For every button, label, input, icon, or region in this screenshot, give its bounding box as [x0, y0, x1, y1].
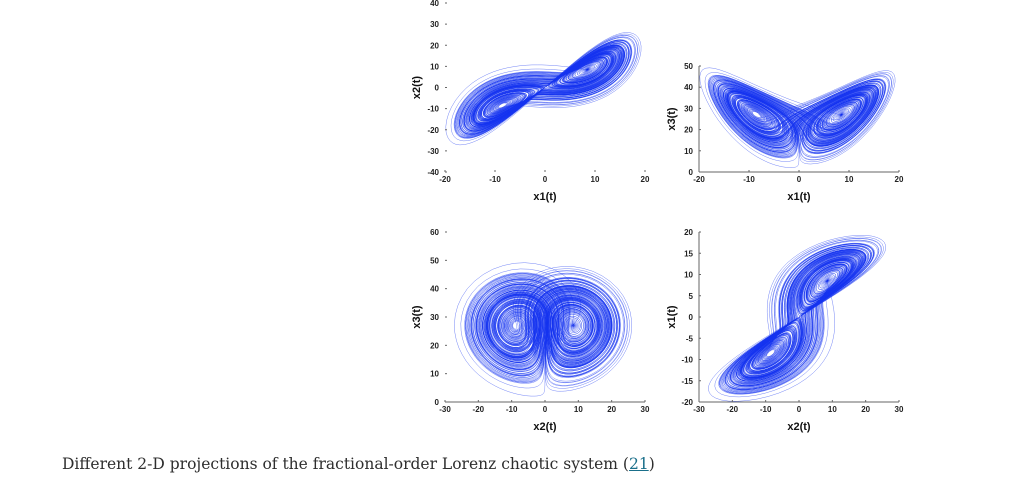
trajectory-line: [445, 32, 642, 146]
projection-panel-2: -20 -10 0 10 20 0 10 20 30 40 50 x1(t) x3(t): [666, 62, 904, 203]
x-tick-label: 10: [574, 405, 583, 414]
y-tick-label: 0: [689, 168, 694, 177]
y-tick-label: 40: [684, 83, 693, 92]
y-tick-label: -10: [427, 105, 439, 114]
y-tick-label: 15: [684, 249, 693, 258]
y-tick-label: -15: [681, 377, 693, 386]
x-tick-label: -10: [760, 405, 772, 414]
y-tick-label: 10: [430, 370, 439, 379]
figure-caption: Different 2-D projections of the fractio…: [62, 455, 655, 473]
x-tick-label: -20: [693, 175, 705, 184]
y-tick-label: 0: [435, 84, 440, 93]
y-axis-label: x3(t): [411, 305, 423, 329]
y-tick-label: 10: [430, 62, 439, 71]
x-tick-label: 20: [641, 175, 650, 184]
y-axis-label: x1(t): [666, 305, 678, 329]
y-tick-label: 60: [430, 228, 439, 237]
y-axis-label: x2(t): [411, 76, 423, 100]
y-tick-label: 40: [430, 285, 439, 294]
y-tick-label: 10: [684, 147, 693, 156]
x-axis-label: x2(t): [533, 421, 557, 433]
x-axis-label: x1(t): [787, 191, 811, 203]
projection-panel-4: -30 -20 -10 0 10 20 30-20-15-10-505101520x2(t)…: [666, 228, 904, 433]
x-tick-label: 30: [895, 405, 904, 414]
y-tick-label: -30: [427, 147, 439, 156]
x-tick-label: 10: [591, 175, 600, 184]
x-axis-label: x2(t): [787, 421, 811, 433]
y-tick-label: 5: [689, 292, 694, 301]
x-tick-label: -30: [439, 405, 451, 414]
projection-panel-1: -20 -10 0 10 20 -40 -30 -20 -10 0 10 20 30 40 x1(t) x2(…: [411, 0, 650, 203]
y-tick-label: -10: [681, 356, 693, 365]
y-tick-label: 0: [689, 313, 694, 322]
y-tick-label: 30: [430, 20, 439, 29]
y-tick-label: 50: [684, 62, 693, 71]
y-tick-label: 20: [430, 41, 439, 50]
x-tick-label: 10: [845, 175, 854, 184]
trajectory-line: [699, 67, 896, 168]
projection-panel-3: -30 -20 -10 0 10 20 30 0 10 20 30 40 50 60 x2(t) x3(t): [411, 228, 650, 433]
x-tick-label: 0: [543, 175, 548, 184]
y-tick-label: 40: [430, 0, 439, 8]
y-axis-label: x3(t): [666, 107, 678, 131]
y-tick-label: 30: [684, 104, 693, 113]
x-tick-label: -20: [473, 405, 485, 414]
x-tick-label: 20: [895, 175, 904, 184]
y-tick-label: 20: [430, 341, 439, 350]
trajectory-line: [708, 235, 886, 402]
lorenz-projections-figure: -20 -10 0 10 20-40-30-20-10010203040x1(t)x2(…: [411, 0, 904, 433]
y-tick-label: -5: [686, 334, 694, 343]
y-tick-label: -20: [427, 126, 439, 135]
x-tick-label: 0: [797, 175, 802, 184]
y-tick-label: 30: [430, 313, 439, 322]
x-tick-label: 10: [828, 405, 837, 414]
trajectory-line: [454, 262, 632, 397]
y-tick-label: 20: [684, 228, 693, 237]
x-tick-label: -20: [727, 405, 739, 414]
x-tick-label: -10: [743, 175, 755, 184]
x-tick-label: 20: [607, 405, 616, 414]
y-tick-label: 10: [684, 271, 693, 280]
x-tick-label: 0: [797, 405, 802, 414]
y-tick-label: 50: [430, 256, 439, 265]
x-tick-label: 20: [861, 405, 870, 414]
x-tick-label: -30: [693, 405, 705, 414]
x-tick-label: -20: [439, 175, 451, 184]
x-axis-label: x1(t): [533, 191, 557, 203]
x-tick-label: -10: [489, 175, 501, 184]
x-tick-label: 30: [641, 405, 650, 414]
y-tick-label: 0: [435, 398, 440, 407]
x-tick-label: -10: [506, 405, 518, 414]
y-tick-label: -20: [681, 398, 693, 407]
y-tick-label: 20: [684, 126, 693, 135]
x-tick-label: 0: [543, 405, 548, 414]
y-tick-label: -40: [427, 168, 439, 177]
reference-link[interactable]: 21: [628, 455, 649, 473]
